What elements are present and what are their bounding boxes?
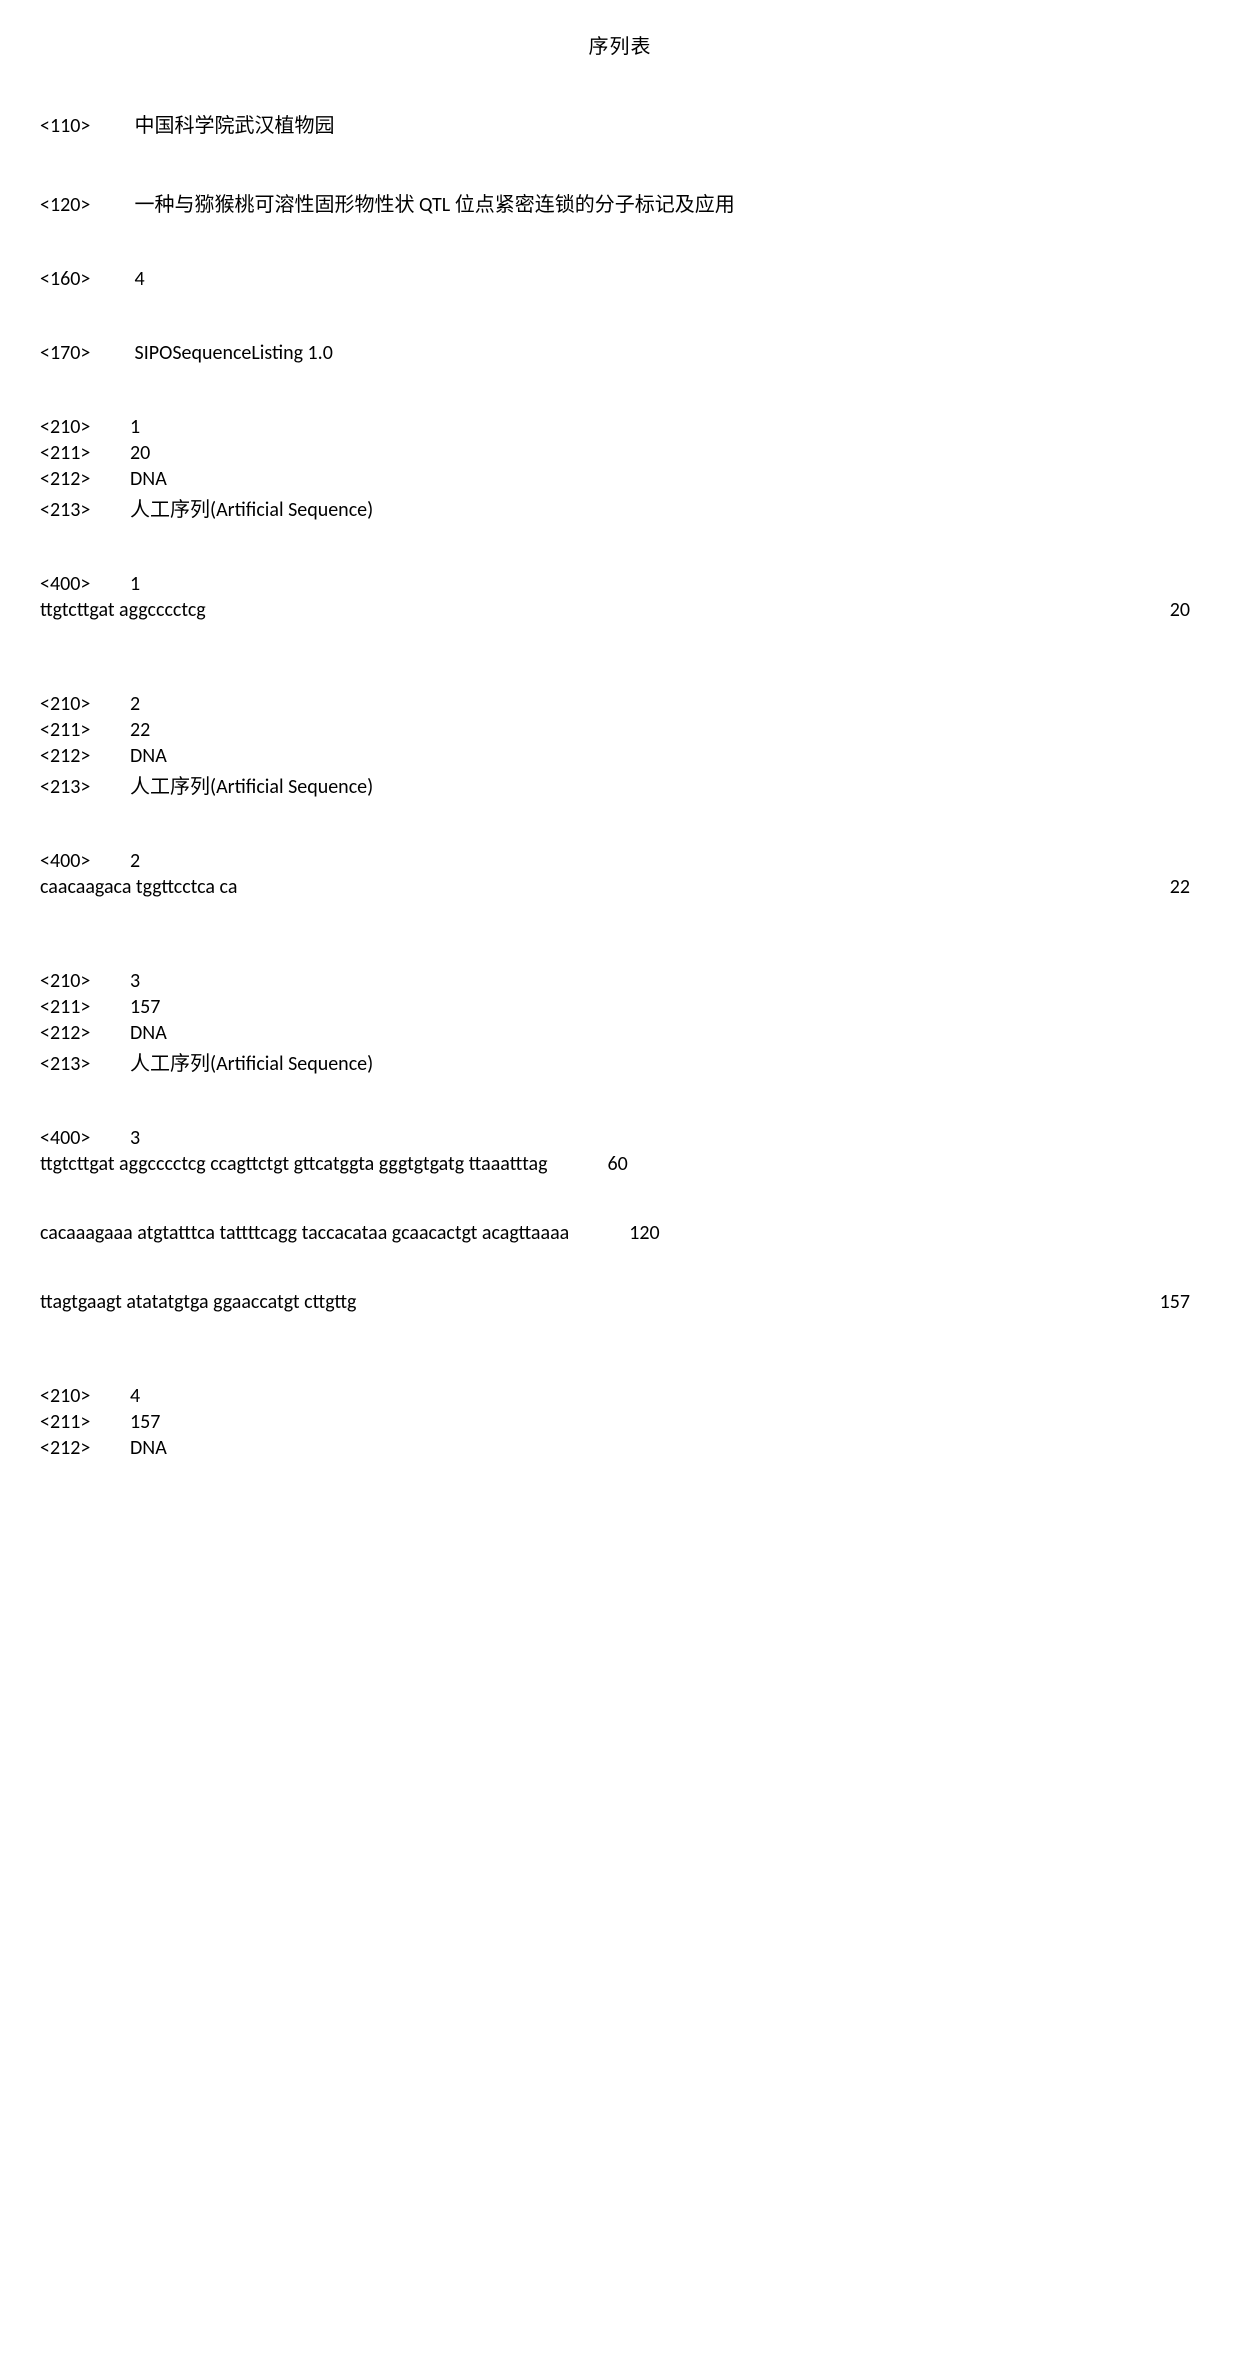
sequence-tag-value: 人工序列(Artificial Sequence) <box>130 1052 373 1076</box>
header-170: <170> SIPOSequenceListing 1.0 <box>40 341 1200 365</box>
sequence-line: cacaaagaaa atgtatttca tattttcagg taccaca… <box>40 1221 1200 1245</box>
sequence-tag-line: <212>DNA <box>40 467 1200 491</box>
sequence-block: <210>1<211>20<212>DNA<213>人工序列(Artificia… <box>40 415 1200 622</box>
sequence-tag: <213> <box>40 498 130 522</box>
sequence-tag: <212> <box>40 1021 130 1045</box>
sequence-header: <210>1<211>20<212>DNA<213>人工序列(Artificia… <box>40 415 1200 522</box>
sequence-line: caacaagaca tggttcctca ca 22 <box>40 875 1200 899</box>
tag-160: <160> <box>40 267 130 291</box>
sequence-tag: <213> <box>40 1052 130 1076</box>
tag-120: <120> <box>40 193 130 217</box>
sequence-line: ttgtcttgat aggcccctcg 20 <box>40 598 1200 622</box>
sequence-tag-line: <211>20 <box>40 441 1200 465</box>
sequence-text: cacaaagaaa atgtatttca tattttcagg taccaca… <box>40 1221 569 1245</box>
sequence-tag: <212> <box>40 1436 130 1460</box>
tag-170: <170> <box>40 341 130 365</box>
sequence-data-tag-value: 1 <box>130 572 140 596</box>
sequence-tag-line: <210>1 <box>40 415 1200 439</box>
sequence-tag-value: 2 <box>130 692 140 716</box>
sequence-header: <210>3<211>157<212>DNA<213>人工序列(Artifici… <box>40 969 1200 1076</box>
sequence-tag: <211> <box>40 1410 130 1434</box>
sequence-tag-line: <213>人工序列(Artificial Sequence) <box>40 770 1200 799</box>
sequence-tag-value: DNA <box>130 744 167 768</box>
sequence-data-tag: <400>1 <box>40 572 1200 596</box>
sequence-block: <210>3<211>157<212>DNA<213>人工序列(Artifici… <box>40 969 1200 1314</box>
sequence-tag-value: 人工序列(Artificial Sequence) <box>130 775 373 799</box>
sequence-tag-value: 4 <box>130 1384 140 1408</box>
sequence-tag-line: <210>4 <box>40 1384 1200 1408</box>
value-170: SIPOSequenceListing 1.0 <box>135 341 333 365</box>
sequence-tag-line: <211>157 <box>40 1410 1200 1434</box>
sequence-tag-value: 22 <box>130 718 150 742</box>
sequence-data-tag: <400>2 <box>40 849 1200 873</box>
sequence-data-tag-label: <400> <box>40 572 130 596</box>
sequence-tag: <213> <box>40 775 130 799</box>
sequence-tag-value: 1 <box>130 415 140 439</box>
header-160: <160> 4 <box>40 267 1200 291</box>
sequence-tag: <212> <box>40 467 130 491</box>
sequence-data-tag-value: 2 <box>130 849 140 873</box>
sequence-tag-line: <213>人工序列(Artificial Sequence) <box>40 493 1200 522</box>
sequence-header: <210>2<211>22<212>DNA<213>人工序列(Artificia… <box>40 692 1200 799</box>
sequence-data-tag-label: <400> <box>40 1126 130 1150</box>
sequence-data-tag-value: 3 <box>130 1126 140 1150</box>
value-120: 一种与猕猴桃可溶性固形物性状 QTL 位点紧密连锁的分子标记及应用 <box>135 193 735 217</box>
sequence-tag-value: 157 <box>130 995 160 1019</box>
sequence-line: ttgtcttgat aggcccctcg ccagttctgt gttcatg… <box>40 1152 1200 1176</box>
sequence-text: ttgtcttgat aggcccctcg <box>40 598 206 622</box>
sequence-header: <210>4<211>157<212>DNA <box>40 1384 1200 1460</box>
sequence-tag: <211> <box>40 441 130 465</box>
sequence-tag: <211> <box>40 995 130 1019</box>
sequence-tag-value: 人工序列(Artificial Sequence) <box>130 498 373 522</box>
sequence-data-tag: <400>3 <box>40 1126 1200 1150</box>
sequence-tag: <210> <box>40 1384 130 1408</box>
sequence-count: 60 <box>608 1152 628 1176</box>
sequence-line: ttagtgaagt atatatgtga ggaaccatgt cttgttg… <box>40 1290 1200 1314</box>
sequence-tag-value: DNA <box>130 1021 167 1045</box>
sequence-tag-value: 20 <box>130 441 150 465</box>
sequence-tag-line: <212>DNA <box>40 1021 1200 1045</box>
sequence-tag-value: 3 <box>130 969 140 993</box>
sequence-tag-line: <212>DNA <box>40 1436 1200 1460</box>
sequence-tag-line: <211>22 <box>40 718 1200 742</box>
sequence-tag-value: DNA <box>130 1436 167 1460</box>
header-110: <110> 中国科学院武汉植物园 <box>40 109 1200 138</box>
sequence-block: <210>4<211>157<212>DNA <box>40 1384 1200 1460</box>
sequence-tag-line: <210>3 <box>40 969 1200 993</box>
sequence-tag: <210> <box>40 969 130 993</box>
sequence-tag-line: <212>DNA <box>40 744 1200 768</box>
sequence-tag: <211> <box>40 718 130 742</box>
document-title: 序列表 <box>40 30 1200 59</box>
value-110: 中国科学院武汉植物园 <box>135 114 335 138</box>
sequence-text: ttgtcttgat aggcccctcg ccagttctgt gttcatg… <box>40 1152 548 1176</box>
sequence-block: <210>2<211>22<212>DNA<213>人工序列(Artificia… <box>40 692 1200 899</box>
sequence-count: 20 <box>1130 598 1200 622</box>
tag-110: <110> <box>40 114 130 138</box>
sequence-text: caacaagaca tggttcctca ca <box>40 875 237 899</box>
header-120: <120> 一种与猕猴桃可溶性固形物性状 QTL 位点紧密连锁的分子标记及应用 <box>40 188 1200 217</box>
sequence-count: 157 <box>1130 1290 1200 1314</box>
sequence-tag-value: 157 <box>130 1410 160 1434</box>
sequence-count: 120 <box>629 1221 659 1245</box>
sequence-tag-value: DNA <box>130 467 167 491</box>
sequence-text: ttagtgaagt atatatgtga ggaaccatgt cttgttg <box>40 1290 356 1314</box>
sequence-tag: <210> <box>40 692 130 716</box>
sequences-container: <210>1<211>20<212>DNA<213>人工序列(Artificia… <box>40 415 1200 1460</box>
sequence-tag: <210> <box>40 415 130 439</box>
sequence-tag-line: <211>157 <box>40 995 1200 1019</box>
sequence-tag-line: <213>人工序列(Artificial Sequence) <box>40 1047 1200 1076</box>
sequence-tag: <212> <box>40 744 130 768</box>
sequence-data-tag-label: <400> <box>40 849 130 873</box>
value-160: 4 <box>135 267 145 291</box>
sequence-tag-line: <210>2 <box>40 692 1200 716</box>
sequence-count: 22 <box>1130 875 1200 899</box>
